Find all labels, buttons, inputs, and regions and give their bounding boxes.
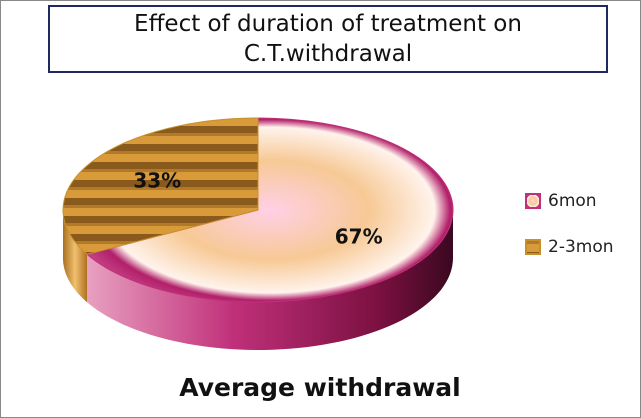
legend-label: 6mon [548,191,597,211]
legend-label: 2-3mon [548,237,614,257]
pie-slice [62,117,259,255]
legend-swatch [525,239,541,255]
slice-side [87,210,453,350]
data-label: 67% [335,225,383,249]
legend-swatch [525,193,541,209]
chart-title: Effect of duration of treatment on C.T.w… [48,5,608,73]
x-axis-label: Average withdrawal [179,373,461,402]
pie-slice [86,117,454,303]
data-label: 33% [133,168,181,192]
